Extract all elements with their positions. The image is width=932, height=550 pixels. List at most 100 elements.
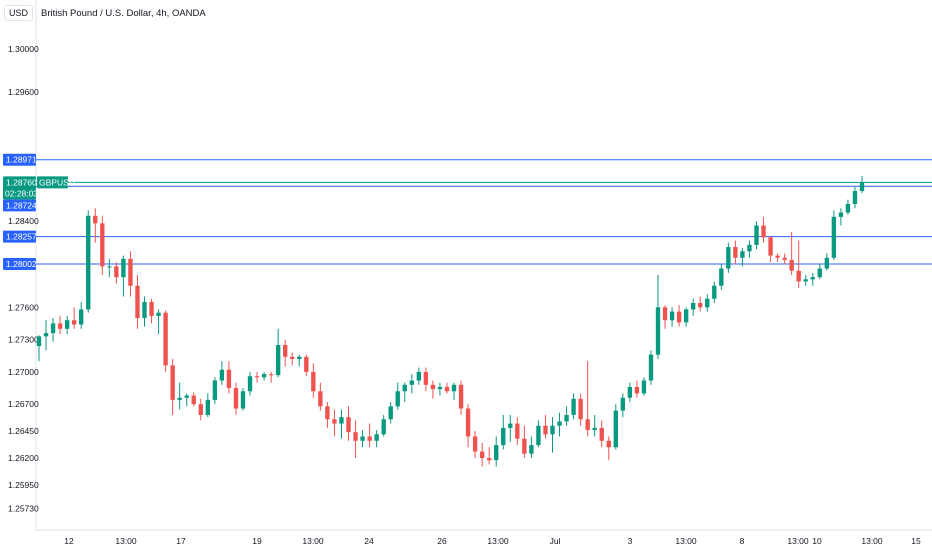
candle-body [395,391,400,407]
candle [388,402,393,424]
candle [339,409,344,439]
current-price-tag-bg [3,176,36,200]
line-price-tag-text: 1.28724 [6,200,37,210]
candle [437,382,443,396]
price-tick-label: 1.27300 [8,335,39,345]
price-tick-label: 1.28400 [8,216,39,226]
candle [852,186,858,209]
candle-body [36,336,42,347]
candle [353,420,358,459]
candle [690,298,696,316]
time-tick-label: 13:00 [302,536,324,546]
candle-body [212,380,218,400]
price-tick-label: 1.25950 [8,480,39,490]
candle [487,447,492,465]
line-price-tag-text: 1.28257 [6,232,37,242]
time-tick-label: 13:00 [115,536,137,546]
price-tags: 1.289711.282571.280021.287241.2876002:28… [3,153,75,271]
candle [360,430,365,448]
candle [726,242,731,273]
candle [311,363,316,398]
candle [325,402,330,428]
candle [57,315,63,335]
candle-body [261,374,267,378]
candle-body [458,384,464,409]
candle-body [381,419,386,435]
time-tick-label: 13:00 [487,536,509,546]
candle-body [219,369,225,381]
candle-body [655,307,661,355]
horizontal-lines[interactable] [36,159,932,265]
candle-body [550,425,555,435]
candles [36,175,865,467]
candle [536,420,541,448]
candle-body [43,333,49,337]
candle [747,240,752,258]
candle [444,382,450,394]
candle-body [444,386,450,392]
price-tick-label: 1.25730 [8,504,39,514]
candle [430,380,436,399]
candle [226,361,232,394]
candle [775,253,780,263]
candle-body [240,391,246,409]
candle [508,414,513,442]
candle-body [57,323,63,329]
candle [219,361,225,385]
candle [402,382,407,403]
candle-body [367,436,372,441]
candle [585,361,590,437]
candle-body [522,438,527,454]
candle [107,258,112,278]
candle [142,296,147,327]
symbol-tag-text: GBPUSD [39,177,75,187]
candle-body [451,384,457,392]
candle-body [374,434,379,441]
candle [705,294,710,312]
candle-body [402,384,407,392]
candle [191,392,196,407]
candle-body [332,419,337,424]
candle [761,216,766,243]
currency-label[interactable]: USD [4,5,34,21]
candle [564,406,569,426]
candle [698,296,703,312]
candle-body [796,270,801,282]
candle [641,377,647,396]
candle-body [290,356,295,359]
price-tick-label: 1.26450 [8,426,39,436]
candle [648,350,654,385]
candle-body [86,215,91,310]
candle [465,404,471,448]
candle-body [648,354,654,381]
candle [719,264,724,291]
candle [669,307,675,327]
candle-body [775,255,780,258]
candle [754,221,759,250]
candle-body [311,371,316,392]
candle [100,215,105,275]
candle-body [627,386,633,398]
price-tick-label: 1.30000 [8,44,39,54]
time-tick-label: 13:00 [861,536,883,546]
candle-body [768,237,773,256]
candle-body [859,182,865,192]
candle [817,264,822,280]
candle [634,380,640,398]
candle [297,354,302,367]
line-price-tag-text: 1.28002 [6,259,37,269]
candle-body [325,406,330,420]
time-axis: 12 13:00 17 19 13:00 24 26 13:00 Jul 3 13:00 8 13:00… [64,536,921,546]
candle-body [599,427,604,441]
candle-body [712,285,717,299]
candle-body [346,417,351,433]
symbol-tag-bg [37,176,68,189]
time-tick-label: 13:00 [675,536,697,546]
candle-body [508,423,513,428]
candle [93,208,98,243]
current-price-text: 1.28760 [6,177,37,187]
candle-body [156,312,161,316]
candle [676,305,682,327]
candle [367,423,372,448]
